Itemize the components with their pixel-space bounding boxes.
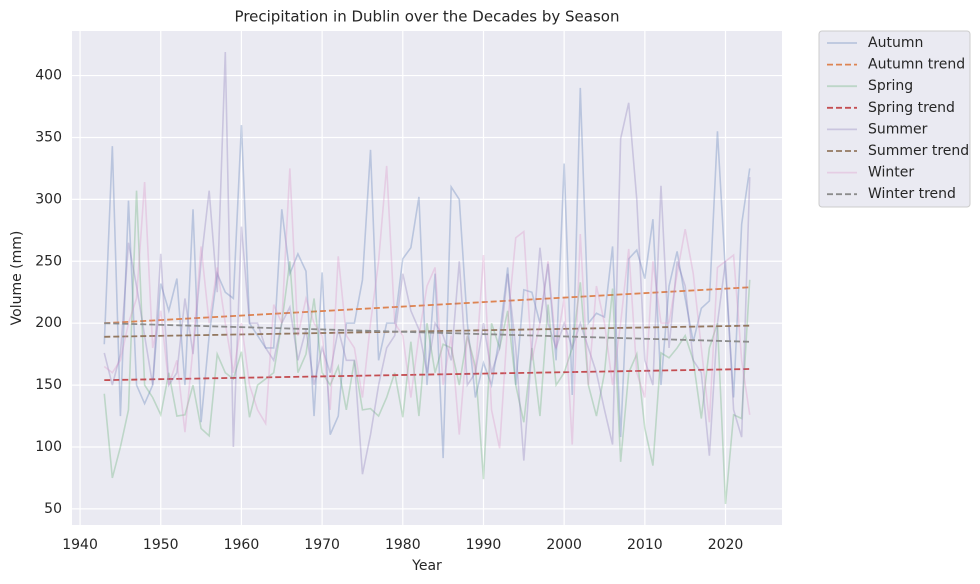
legend-label: Autumn trend bbox=[868, 57, 965, 73]
x-tick-label: 2020 bbox=[708, 537, 744, 553]
x-tick-label: 1940 bbox=[62, 537, 98, 553]
y-tick-label: 100 bbox=[35, 439, 62, 455]
legend-label: Summer trend bbox=[868, 143, 969, 159]
y-tick-label: 50 bbox=[44, 501, 62, 517]
x-tick-label: 2010 bbox=[627, 537, 663, 553]
x-axis-label: Year bbox=[411, 558, 442, 574]
legend-label: Spring trend bbox=[868, 100, 955, 116]
legend bbox=[818, 30, 971, 208]
x-tick-label: 1970 bbox=[304, 537, 340, 553]
plot-area bbox=[72, 31, 782, 525]
series-line bbox=[103, 165, 751, 449]
y-tick-label: 300 bbox=[35, 191, 62, 207]
x-tick-label: 1950 bbox=[143, 537, 179, 553]
legend-label: Summer bbox=[868, 121, 928, 137]
y-tick-label: 150 bbox=[35, 377, 62, 393]
x-tick-label: 1960 bbox=[224, 537, 260, 553]
legend-label: Autumn bbox=[868, 35, 923, 51]
y-tick-label: 400 bbox=[35, 68, 62, 84]
x-tick-label: 1990 bbox=[466, 537, 502, 553]
y-tick-label: 350 bbox=[35, 129, 62, 145]
series-line bbox=[103, 190, 751, 505]
legend-label: Winter trend bbox=[868, 186, 956, 202]
y-tick-label: 250 bbox=[35, 253, 62, 269]
legend-label: Spring bbox=[868, 78, 913, 94]
y-tick-label: 200 bbox=[35, 315, 62, 331]
legend-label: Winter bbox=[868, 165, 914, 181]
x-tick-label: 1980 bbox=[385, 537, 421, 553]
series-line bbox=[103, 52, 751, 475]
series-line bbox=[103, 87, 751, 459]
x-tick-label: 2000 bbox=[546, 537, 582, 553]
y-axis-label: Volume (mm) bbox=[9, 231, 25, 326]
chart-title: Precipitation in Dublin over the Decades… bbox=[235, 8, 620, 26]
